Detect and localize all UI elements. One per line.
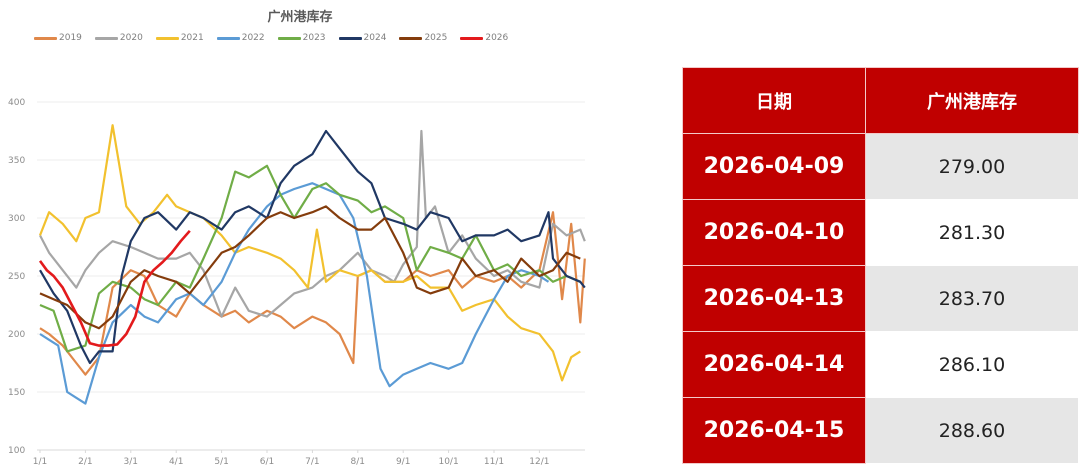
legend-label: 2026 bbox=[485, 33, 509, 43]
legend-label: 2022 bbox=[241, 33, 265, 43]
legend-swatch-icon bbox=[277, 36, 301, 40]
x-tick-label: 6/1 bbox=[260, 457, 274, 467]
x-tick-label: 11/1 bbox=[484, 457, 504, 467]
y-tick-label: 300 bbox=[8, 214, 25, 224]
legend-swatch-icon bbox=[94, 36, 118, 40]
x-tick-label: 7/1 bbox=[305, 457, 319, 467]
y-tick-label: 350 bbox=[8, 156, 25, 166]
x-tick-label: 8/1 bbox=[351, 457, 365, 467]
chart-title: 广州港库存 bbox=[267, 10, 333, 25]
legend-label: 2021 bbox=[180, 33, 204, 43]
table-row: 2026-04-10 281.30 bbox=[682, 199, 1079, 266]
row-value: 281.30 bbox=[865, 199, 1079, 266]
x-tick-label: 9/1 bbox=[396, 457, 410, 467]
legend-item-2025: 2025 bbox=[399, 33, 447, 43]
legend-swatch-icon bbox=[460, 36, 484, 40]
legend-label: 2023 bbox=[302, 33, 326, 43]
series-line-2023 bbox=[39, 164, 581, 353]
legend-item-2019: 2019 bbox=[34, 33, 82, 43]
row-date: 2026-04-10 bbox=[682, 199, 866, 266]
x-tick-label: 4/1 bbox=[169, 457, 183, 467]
legend-item-2021: 2021 bbox=[155, 33, 204, 43]
inventory-table: 日期 广州港库存 2026-04-09 279.00 2026-04-10 28… bbox=[682, 67, 1079, 464]
legend-label: 2019 bbox=[59, 33, 82, 43]
y-tick-label: 250 bbox=[8, 272, 25, 282]
series-line-2021 bbox=[38, 124, 581, 382]
legend-swatch-icon bbox=[338, 36, 362, 40]
legend-swatch-icon bbox=[34, 36, 57, 40]
x-tick-label: 2/1 bbox=[78, 457, 92, 467]
y-tick-label: 150 bbox=[8, 388, 25, 398]
series-line-2024 bbox=[39, 129, 586, 365]
table-row: 2026-04-13 283.70 bbox=[682, 265, 1079, 332]
legend-item-2020: 2020 bbox=[94, 33, 143, 43]
plot-area: 100 150 200 250 300 350 400 1/1 2/1 3/1 4/1 5/1 6/1 7… bbox=[8, 98, 586, 467]
legend-item-2023: 2023 bbox=[277, 33, 326, 43]
x-tick-label: 12/1 bbox=[529, 457, 549, 467]
series-line-2026 bbox=[38, 229, 191, 347]
row-date: 2026-04-13 bbox=[682, 265, 866, 332]
row-value: 279.00 bbox=[865, 133, 1079, 200]
y-tick-label: 400 bbox=[8, 98, 25, 108]
x-tick-label: 1/1 bbox=[33, 457, 47, 467]
legend-item-2024: 2024 bbox=[338, 33, 387, 43]
x-tick-label: 10/1 bbox=[438, 457, 458, 467]
legend-swatch-icon bbox=[155, 36, 179, 40]
inventory-line-chart: 广州港库存 2019 2020 2021 2022 2023 2024 2025 2026 1… bbox=[8, 10, 586, 467]
series-line-2019 bbox=[39, 211, 586, 376]
row-date: 2026-04-09 bbox=[682, 133, 866, 200]
legend-label: 2025 bbox=[424, 33, 448, 43]
x-tick-label: 3/1 bbox=[124, 457, 138, 467]
legend-label: 2024 bbox=[363, 33, 387, 43]
legend-item-2026: 2026 bbox=[460, 33, 508, 43]
x-tick-label: 5/1 bbox=[214, 457, 228, 467]
y-tick-label: 200 bbox=[8, 330, 25, 340]
header-inventory: 广州港库存 bbox=[865, 67, 1079, 134]
table-row: 2026-04-09 279.00 bbox=[682, 133, 1079, 200]
table-header-row: 日期 广州港库存 bbox=[682, 67, 1079, 134]
row-value: 286.10 bbox=[865, 331, 1079, 398]
legend-swatch-icon bbox=[399, 36, 423, 40]
table-row: 2026-04-15 288.60 bbox=[682, 397, 1079, 464]
series-line-2020 bbox=[39, 129, 586, 318]
series-line-2025 bbox=[39, 205, 581, 330]
header-date: 日期 bbox=[682, 67, 866, 134]
table-row: 2026-04-14 286.10 bbox=[682, 331, 1079, 398]
row-date: 2026-04-14 bbox=[682, 331, 866, 398]
row-value: 288.60 bbox=[865, 397, 1079, 464]
legend-label: 2020 bbox=[119, 33, 143, 43]
chart-legend: 2019 2020 2021 2022 2023 2024 2025 2026 bbox=[34, 33, 521, 43]
y-tick-label: 100 bbox=[8, 446, 25, 456]
row-value: 283.70 bbox=[865, 265, 1079, 332]
legend-swatch-icon bbox=[216, 36, 240, 40]
row-date: 2026-04-15 bbox=[682, 397, 866, 464]
legend-item-2022: 2022 bbox=[216, 33, 265, 43]
